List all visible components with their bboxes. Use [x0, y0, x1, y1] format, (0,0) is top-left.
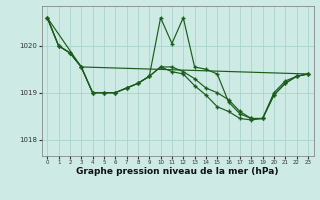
- X-axis label: Graphe pression niveau de la mer (hPa): Graphe pression niveau de la mer (hPa): [76, 167, 279, 176]
